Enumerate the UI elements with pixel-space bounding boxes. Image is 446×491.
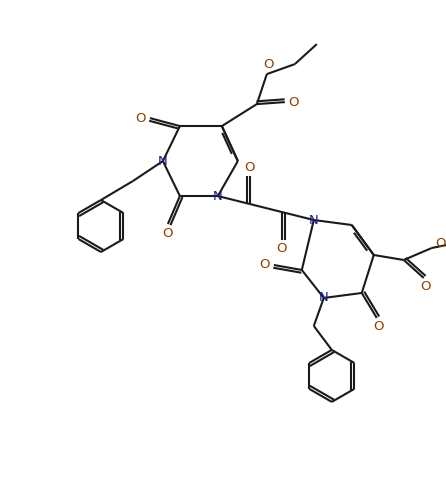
Text: O: O: [289, 96, 299, 109]
Text: O: O: [277, 243, 287, 255]
Text: O: O: [373, 321, 384, 333]
Text: O: O: [435, 237, 446, 249]
Text: O: O: [264, 57, 274, 71]
Text: O: O: [136, 111, 146, 125]
Text: N: N: [309, 214, 319, 226]
Text: O: O: [421, 280, 431, 294]
Text: O: O: [244, 161, 255, 173]
Text: O: O: [260, 258, 270, 272]
Text: N: N: [158, 155, 168, 167]
Text: N: N: [213, 190, 223, 202]
Text: O: O: [163, 226, 173, 240]
Text: N: N: [319, 292, 329, 304]
